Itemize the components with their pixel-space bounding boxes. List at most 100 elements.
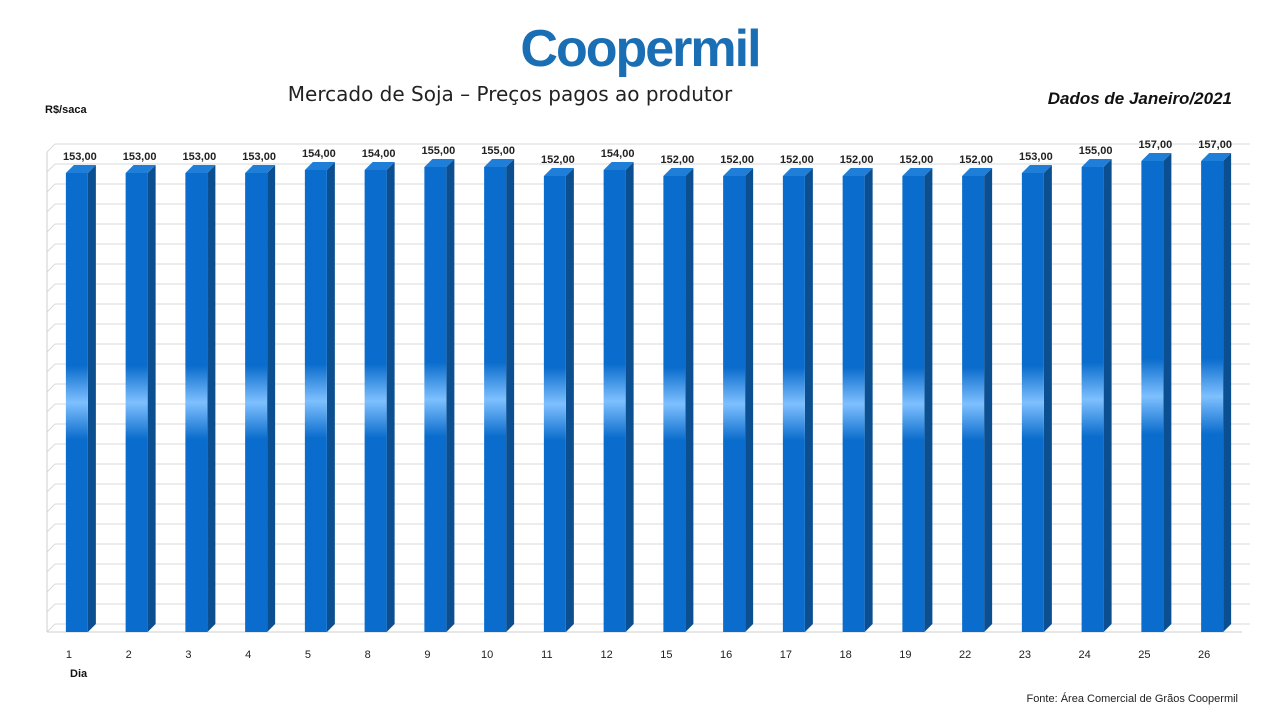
data-label: 154,00 [601,148,635,160]
bar [962,176,985,632]
chart-title: Mercado de Soja – Preços pagos ao produt… [287,82,733,106]
x-tick-label: 8 [365,649,371,661]
data-label: 155,00 [422,145,456,157]
bar-top [723,168,754,176]
bar [723,176,746,632]
gridline-side [46,203,56,213]
gridline-side [46,163,56,173]
gridline-side [46,503,56,513]
x-tick-label: 23 [1019,649,1031,661]
x-tick-label: 22 [959,649,971,661]
data-label: 152,00 [900,154,934,166]
data-label: 154,00 [302,148,336,160]
data-label: 155,00 [1079,145,1113,157]
bar-top [364,162,395,170]
gridline-side [46,363,56,373]
x-tick-label: 4 [245,649,251,661]
period-label: Dados de Janeiro/2021 [1047,89,1232,108]
gridline-side [46,543,56,553]
bar-side [506,159,515,632]
bar-top [962,168,993,176]
bar-side [1043,165,1052,632]
data-label: 152,00 [780,154,814,166]
data-label: 153,00 [63,151,97,163]
bar-side [804,168,813,632]
bar-side [1103,159,1112,632]
bar-side [386,162,395,632]
data-label: 153,00 [123,151,157,163]
bar-side [87,165,96,632]
data-label: 152,00 [541,154,575,166]
gridline-side [46,463,56,473]
bar [364,170,387,632]
bar [484,167,507,632]
gridline-side [46,603,56,613]
bar [1021,173,1044,632]
bar-side [1163,153,1172,632]
bar-top [484,159,515,167]
bar [842,176,865,632]
x-tick-label: 15 [660,649,672,661]
logo-text: Coopermil [520,20,759,78]
bar-top [1201,153,1232,161]
gridline-side [46,183,56,193]
coopermil-logo: Coopermil [520,20,761,78]
bar-side [745,168,754,632]
gridline-side [46,423,56,433]
x-tick-label: 10 [481,649,493,661]
bar [125,173,148,632]
y-axis-label: R$/saca [45,104,87,116]
bar-top [1141,153,1172,161]
bar-top [424,159,455,167]
bar [424,167,447,632]
x-tick-label: 25 [1138,649,1150,661]
data-label: 154,00 [362,148,396,160]
data-label: 157,00 [1139,139,1173,151]
gridline-side [46,323,56,333]
data-label: 153,00 [183,151,217,163]
bar-top [304,162,335,170]
bar [663,176,686,632]
bar [782,176,805,632]
data-label: 152,00 [720,154,754,166]
data-label: 157,00 [1198,139,1232,151]
data-label: 155,00 [481,145,515,157]
x-tick-label: 26 [1198,649,1210,661]
gridline-side [46,583,56,593]
x-tick-label: 3 [185,649,191,661]
x-axis-label: Dia [70,668,88,680]
x-tick-label: 19 [899,649,911,661]
bar-top [782,168,813,176]
gridline-side [46,383,56,393]
x-tick-label: 9 [424,649,430,661]
bar-side [565,168,574,632]
bar-side [984,168,993,632]
gridline-side [46,483,56,493]
bar-top [603,162,634,170]
x-tick-label: 16 [720,649,732,661]
bar-side [864,168,873,632]
gridline-side [46,283,56,293]
gridline-side [46,263,56,273]
bar-top [842,168,873,176]
bar-side [685,168,694,632]
bar [304,170,327,632]
x-tick-label: 17 [780,649,792,661]
bar-side [147,165,156,632]
gridline-side [46,623,56,633]
gridline-side [46,563,56,573]
bar-side [1223,153,1232,632]
bar-top [65,165,96,173]
bar [1081,167,1104,632]
bar-side [207,165,216,632]
bar-side [446,159,455,632]
data-label: 152,00 [959,154,993,166]
bar [543,176,566,632]
bar-side [326,162,335,632]
bar-top [1081,159,1112,167]
x-tick-label: 12 [601,649,613,661]
x-tick-label: 18 [840,649,852,661]
gridline-side [46,223,56,233]
bar-side [924,168,933,632]
gridline-side [46,443,56,453]
